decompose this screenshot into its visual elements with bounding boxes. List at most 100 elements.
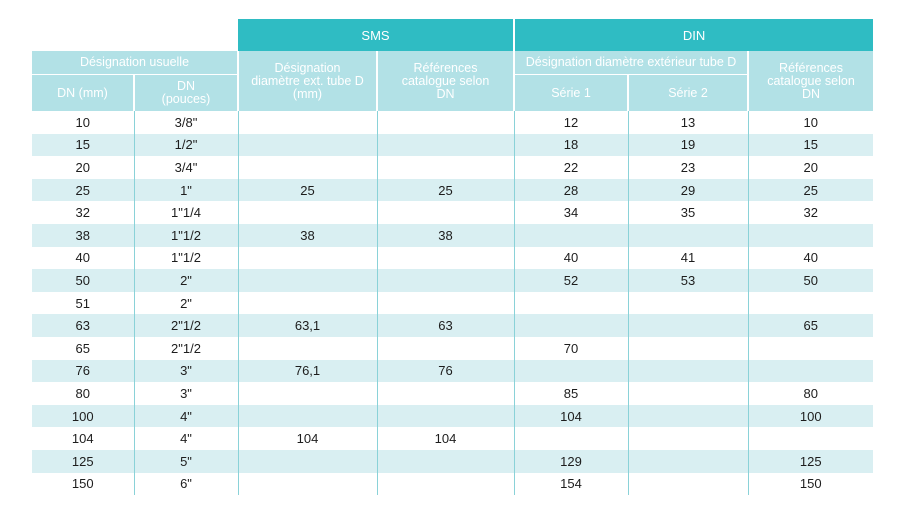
cell-dn-pouces: 4" [133,427,238,450]
cell-sms-reference [376,449,515,473]
cell-din-reference [747,427,874,450]
header-serie-2: Série 2 [627,74,749,111]
cell-dn-pouces: 3/8" [133,111,238,134]
table-row: 32 1"1/4 34 35 32 [32,201,874,224]
cell-sms-reference: 76 [376,359,515,383]
cell-sms-reference [376,472,515,496]
cell-dn-pouces: 3" [133,359,238,383]
group-header-din: DIN [513,19,874,51]
cell-dn-pouces: 2" [133,291,238,315]
table-row: 65 2"1/2 70 [32,336,874,360]
cell-din-serie-2 [627,314,749,337]
cell-sms-diametre: 63,1 [237,314,377,337]
cell-din-reference: 15 [747,133,874,157]
cell-sms-reference [376,111,515,134]
cell-dn-pouces: 3/4" [133,156,238,179]
cell-din-serie-1: 28 [513,178,629,202]
table-row: 50 2" 52 53 50 [32,269,874,292]
cell-din-serie-1 [513,427,629,450]
cell-sms-diametre [237,291,377,315]
table-row: 76 3" 76,1 76 [32,359,874,383]
cell-din-reference: 65 [747,314,874,337]
header-designation-usuelle: Désignation usuelle [32,51,238,75]
cell-dn-mm: 63 [32,314,134,337]
cell-din-serie-1 [513,291,629,315]
cell-din-reference: 10 [747,111,874,134]
cell-din-serie-1 [513,223,629,247]
cell-din-serie-1: 154 [513,472,629,496]
cell-sms-reference: 25 [376,178,515,202]
cell-din-serie-2: 29 [627,178,749,202]
table-row: 150 6" 154 150 [32,472,874,496]
cell-dn-mm: 20 [32,156,134,179]
header-din-references: Références catalogue selon DN [747,51,874,111]
header-dn-pouces: DN (pouces) [133,74,238,111]
table-row: 25 1" 25 25 28 29 25 [32,178,874,202]
cell-sms-diametre [237,404,377,428]
cell-sms-reference [376,269,515,292]
cell-sms-reference [376,291,515,315]
cell-sms-diametre [237,336,377,360]
cell-din-reference: 80 [747,382,874,405]
cell-din-serie-2 [627,382,749,405]
cell-din-serie-2 [627,449,749,473]
table-row: 80 3" 85 80 [32,382,874,405]
cell-sms-diametre [237,472,377,496]
cell-din-reference: 50 [747,269,874,292]
cell-sms-diametre [237,269,377,292]
cell-din-serie-2: 23 [627,156,749,179]
cell-din-serie-2: 19 [627,133,749,157]
table-row: 125 5" 129 125 [32,449,874,473]
cell-din-reference: 100 [747,404,874,428]
cell-din-serie-2: 13 [627,111,749,134]
cell-dn-mm: 150 [32,472,134,496]
cell-dn-mm: 104 [32,427,134,450]
cell-din-serie-1: 34 [513,201,629,224]
cell-din-serie-2 [627,404,749,428]
table-row: 15 1/2" 18 19 15 [32,133,874,157]
cell-din-serie-1: 22 [513,156,629,179]
cell-din-reference: 25 [747,178,874,202]
table-row: 10 3/8" 12 13 10 [32,111,874,134]
cell-sms-diametre [237,133,377,157]
header-sms-references: Références catalogue selon DN [375,51,515,111]
cell-din-serie-2 [627,359,749,383]
dn-correspondence-table: SMS DIN Désignation usuelle Désignation … [32,19,874,496]
cell-dn-mm: 76 [32,359,134,383]
cell-sms-diametre [237,156,377,179]
cell-din-reference: 150 [747,472,874,496]
cell-sms-diametre: 76,1 [237,359,377,383]
table-row: 20 3/4" 22 23 20 [32,156,874,179]
cell-sms-reference [376,246,515,270]
cell-sms-diametre [237,449,377,473]
cell-sms-diametre: 38 [237,223,377,247]
cell-dn-mm: 80 [32,382,134,405]
cell-din-serie-1 [513,359,629,383]
table-row: 104 4" 104 104 [32,427,874,450]
cell-din-reference: 125 [747,449,874,473]
cell-sms-reference [376,404,515,428]
table-row: 40 1"1/2 40 41 40 [32,246,874,270]
table-row: 100 4" 104 100 [32,404,874,428]
header-dn-mm: DN (mm) [32,74,134,111]
cell-sms-diametre [237,201,377,224]
cell-din-serie-1: 40 [513,246,629,270]
cell-dn-mm: 40 [32,246,134,270]
cell-dn-pouces: 4" [133,404,238,428]
cell-din-serie-1: 12 [513,111,629,134]
cell-dn-mm: 10 [32,111,134,134]
cell-sms-reference [376,382,515,405]
cell-din-reference [747,359,874,383]
cell-din-serie-2 [627,223,749,247]
cell-dn-mm: 100 [32,404,134,428]
table-row: 63 2"1/2 63,1 63 65 [32,314,874,337]
cell-sms-diametre [237,246,377,270]
cell-din-serie-2 [627,336,749,360]
cell-dn-pouces: 6" [133,472,238,496]
cell-dn-mm: 38 [32,223,134,247]
cell-dn-pouces: 1"1/4 [133,201,238,224]
cell-dn-pouces: 2" [133,269,238,292]
cell-din-serie-2: 35 [627,201,749,224]
cell-din-serie-2 [627,427,749,450]
header-spacer [32,19,238,51]
